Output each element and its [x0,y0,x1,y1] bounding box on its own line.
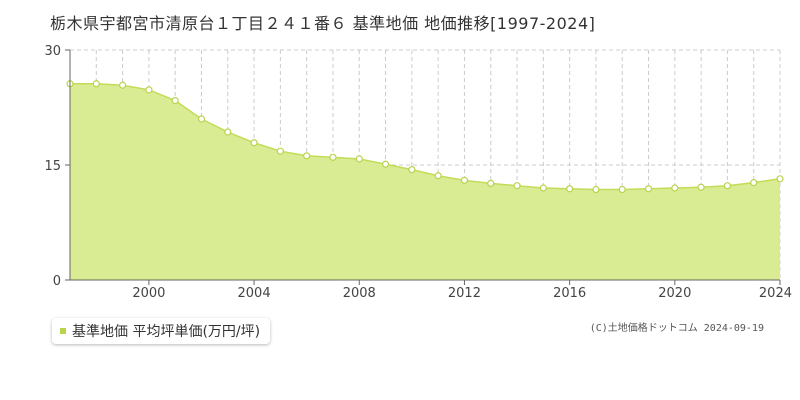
data-point [303,152,311,160]
legend-label: 基準地価 平均坪単価(万円/坪) [72,324,261,340]
data-point [513,182,521,190]
x-tick-label: 2016 [553,286,586,301]
data-point [566,185,574,193]
x-tick-label: 2000 [132,286,165,301]
data-point [539,184,547,192]
data-point [618,185,626,194]
data-point [460,176,469,184]
data-point [697,183,705,191]
data-point [592,185,600,194]
data-point [118,81,127,89]
data-point [408,166,416,174]
plot-area: 0 15 30 2000 2004 2008 2012 2016 2020 2024 [44,44,792,301]
legend: 基準地価 平均坪単価(万円/坪) [52,318,271,344]
chart-title: 栃木県宇都宮市清原台１丁目２４１番６ 基準地価 地価推移[1997-2024] [50,14,596,33]
data-point [487,179,495,187]
data-point [776,175,784,183]
x-tick-label: 2024 [759,286,792,301]
x-tick-label: 2008 [343,286,376,301]
x-tick-label: 2004 [238,286,271,301]
data-point [381,160,390,168]
y-tick-label: 0 [53,274,61,289]
data-point [92,80,100,88]
series-area [70,83,780,280]
data-point [250,139,258,147]
data-point [671,184,679,192]
data-point [197,115,206,123]
series-line [70,82,781,191]
x-tick-label: 2020 [658,286,691,301]
data-point [355,155,363,163]
data-point [329,153,337,161]
legend-swatch-icon [60,328,66,334]
data-point [276,147,284,155]
data-point [171,96,179,105]
credit-text: (C)土地価格ドットコム 2024-09-19 [589,323,764,334]
data-point [723,182,732,190]
data-point [224,128,232,136]
data-point [644,185,653,193]
data-point [434,172,442,180]
x-tick-label: 2012 [448,286,481,301]
y-tick-label: 15 [44,159,61,174]
data-point [145,86,153,94]
data-point [750,179,758,187]
y-tick-label: 30 [44,44,61,59]
